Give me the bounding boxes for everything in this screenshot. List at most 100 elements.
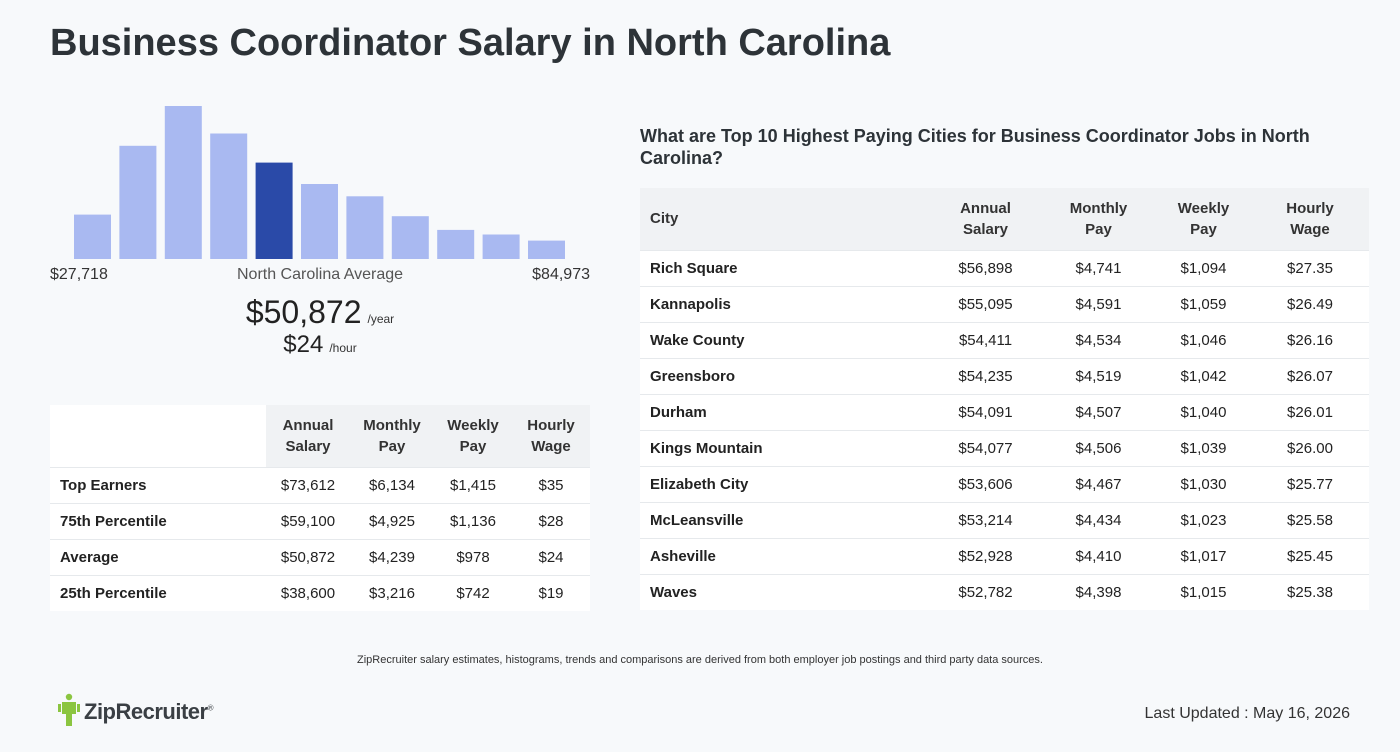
city-cell: $54,077 — [930, 429, 1041, 466]
city-cell: $52,928 — [930, 537, 1041, 574]
city-name: Waves — [640, 573, 930, 610]
city-cell: $4,398 — [1041, 573, 1156, 610]
logo-wordmark: ZipRecruiter — [84, 699, 208, 724]
city-name: Durham — [640, 393, 930, 430]
percentile-row-label: Top Earners — [50, 466, 266, 503]
percentile-row-label: 75th Percentile — [50, 502, 266, 539]
cities-header-hourly: Hourly Wage — [1251, 188, 1369, 250]
city-name: Greensboro — [640, 357, 930, 394]
percentile-cell: $1,136 — [434, 502, 512, 539]
percentile-header-hourly: Hourly Wage — [512, 405, 590, 467]
percentile-cell: $73,612 — [266, 466, 350, 503]
histogram-bar — [346, 196, 384, 259]
percentile-header-blank — [50, 405, 266, 467]
histogram-range: $27,718 North Carolina Average $84,973 — [50, 266, 590, 286]
city-cell: $1,023 — [1156, 501, 1251, 538]
histogram-bar — [528, 240, 565, 259]
histogram-bar — [74, 214, 111, 259]
city-cell: $26.16 — [1251, 321, 1369, 358]
cities-table: City Annual Salary Monthly Pay Weekly Pay H… — [640, 188, 1369, 610]
percentile-table: Annual Salary Monthly Pay Weekly Pay Hourly… — [50, 405, 590, 611]
average-annual-unit: /year — [367, 312, 395, 326]
city-cell: $4,519 — [1041, 357, 1156, 394]
city-row: Asheville $52,928 $4,410 $1,017 $25.45 — [640, 537, 1369, 574]
city-row: Kannapolis $55,095 $4,591 $1,059 $26.49 — [640, 285, 1369, 322]
last-updated: Last Updated : May 16, 2026 — [1144, 705, 1350, 722]
logo-text: ZipRecruiter® — [84, 699, 214, 724]
percentile-cell: $50,872 — [266, 538, 350, 575]
data-source-footnote: ZipRecruiter salary estimates, histogram… — [357, 654, 1043, 666]
city-row: Elizabeth City $53,606 $4,467 $1,030 $25.77 — [640, 465, 1369, 502]
city-name: Kannapolis — [640, 285, 930, 322]
percentile-cell: $28 — [512, 502, 590, 539]
ziprecruiter-logo[interactable]: ZipRecruiter® — [58, 693, 214, 732]
cities-heading: What are Top 10 Highest Paying Cities fo… — [640, 126, 1310, 168]
city-cell: $26.01 — [1251, 393, 1369, 430]
percentile-cell: $4,925 — [350, 502, 434, 539]
city-cell: $1,017 — [1156, 537, 1251, 574]
city-cell: $53,214 — [930, 501, 1041, 538]
city-row: Greensboro $54,235 $4,519 $1,042 $26.07 — [640, 357, 1369, 394]
city-row: Waves $52,782 $4,398 $1,015 $25.38 — [640, 573, 1369, 610]
city-cell: $4,434 — [1041, 501, 1156, 538]
cities-header-weekly: Weekly Pay — [1156, 188, 1251, 250]
range-min-label: $27,718 — [50, 266, 108, 283]
range-average-label: North Carolina Average — [236, 266, 404, 283]
percentile-cell: $19 — [512, 574, 590, 611]
percentile-row: 25th Percentile $38,600 $3,216 $742 $19 — [50, 574, 590, 611]
percentile-cell: $742 — [434, 574, 512, 611]
percentile-cell: $6,134 — [350, 466, 434, 503]
city-cell: $1,059 — [1156, 285, 1251, 322]
range-max-label: $84,973 — [532, 266, 590, 283]
city-row: Rich Square $56,898 $4,741 $1,094 $27.35 — [640, 249, 1369, 286]
city-name: Asheville — [640, 537, 930, 574]
percentile-cell: $4,239 — [350, 538, 434, 575]
city-cell: $26.07 — [1251, 357, 1369, 394]
city-cell: $1,040 — [1156, 393, 1251, 430]
average-annual-value: $50,872 — [245, 294, 362, 330]
city-cell: $4,534 — [1041, 321, 1156, 358]
percentile-cell: $24 — [512, 538, 590, 575]
city-cell: $1,046 — [1156, 321, 1251, 358]
percentile-row: 75th Percentile $59,100 $4,925 $1,136 $28 — [50, 502, 590, 539]
city-name: Wake County — [640, 321, 930, 358]
percentile-cell: $35 — [512, 466, 590, 503]
percentile-row-label: 25th Percentile — [50, 574, 266, 611]
city-cell: $55,095 — [930, 285, 1041, 322]
histogram-bar — [119, 145, 157, 259]
average-hourly: $24/hour — [50, 331, 590, 359]
percentile-header-annual: Annual Salary — [266, 405, 350, 467]
city-cell: $4,591 — [1041, 285, 1156, 322]
page-title: Business Coordinator Salary in North Car… — [50, 22, 891, 64]
city-cell: $25.45 — [1251, 537, 1369, 574]
city-cell: $1,039 — [1156, 429, 1251, 466]
histogram-svg — [74, 106, 565, 259]
city-cell: $25.58 — [1251, 501, 1369, 538]
percentile-cell: $59,100 — [266, 502, 350, 539]
city-cell: $25.38 — [1251, 573, 1369, 610]
percentile-header-weekly: Weekly Pay — [434, 405, 512, 467]
histogram-bar — [301, 184, 338, 259]
percentile-row-label: Average — [50, 538, 266, 575]
cities-header-row: City Annual Salary Monthly Pay Weekly Pay H… — [640, 188, 1369, 250]
cities-header-annual: Annual Salary — [930, 188, 1041, 250]
city-name: McLeansville — [640, 501, 930, 538]
percentile-header-row: Annual Salary Monthly Pay Weekly Pay Hourly… — [50, 405, 590, 467]
city-row: McLeansville $53,214 $4,434 $1,023 $25.58 — [640, 501, 1369, 538]
average-annual: $50,872/year — [50, 294, 590, 331]
percentile-cell: $38,600 — [266, 574, 350, 611]
city-cell: $26.00 — [1251, 429, 1369, 466]
zip-person-icon — [58, 693, 80, 732]
percentile-cell: $1,415 — [434, 466, 512, 503]
city-name: Kings Mountain — [640, 429, 930, 466]
percentile-row: Average $50,872 $4,239 $978 $24 — [50, 538, 590, 575]
city-cell: $1,094 — [1156, 249, 1251, 286]
histogram-bar — [482, 234, 520, 259]
city-cell: $56,898 — [930, 249, 1041, 286]
city-cell: $25.77 — [1251, 465, 1369, 502]
average-hourly-value: $24 — [283, 331, 324, 358]
city-row: Kings Mountain $54,077 $4,506 $1,039 $26.00 — [640, 429, 1369, 466]
city-cell: $27.35 — [1251, 249, 1369, 286]
average-hourly-unit: /hour — [329, 341, 357, 355]
percentile-cell: $978 — [434, 538, 512, 575]
